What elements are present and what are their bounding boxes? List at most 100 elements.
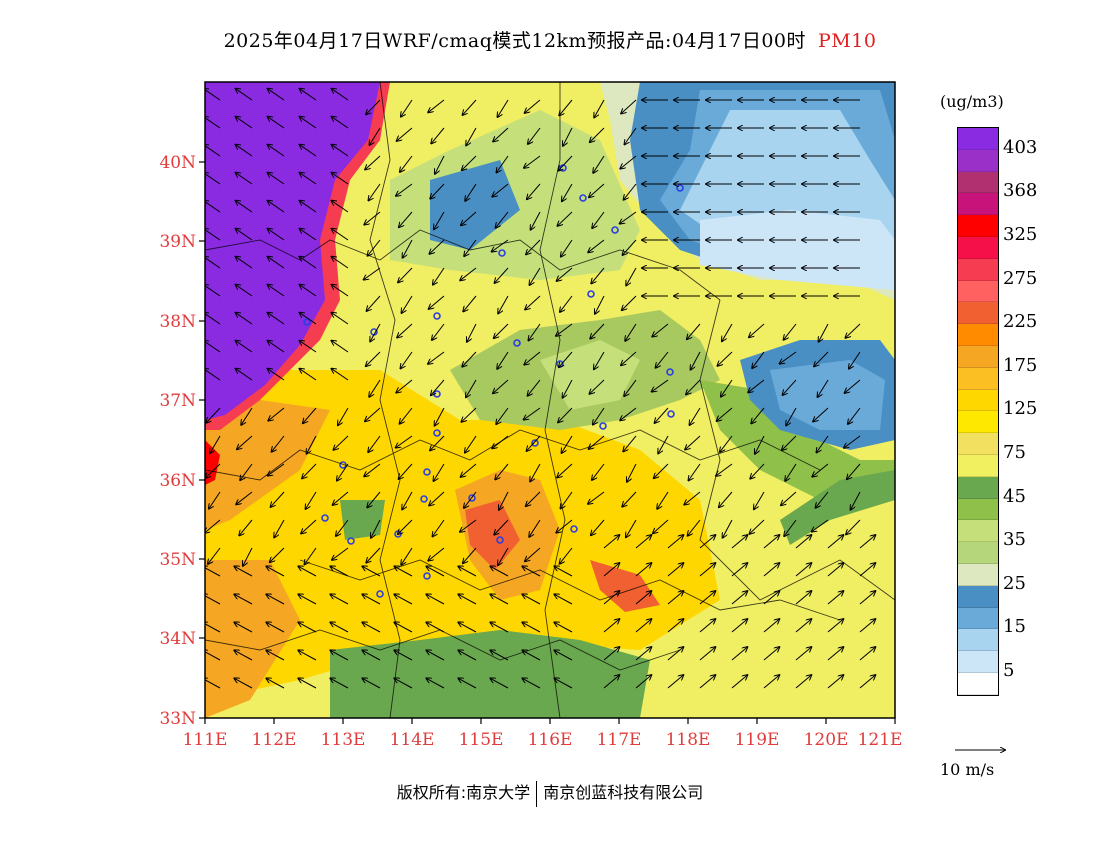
wind-vector bbox=[426, 650, 445, 661]
wind-vector bbox=[205, 519, 221, 533]
wind-vector bbox=[458, 594, 477, 605]
wind-vector bbox=[635, 591, 651, 605]
wind-vector bbox=[330, 566, 349, 577]
wind-vector bbox=[298, 594, 317, 605]
wind-vector bbox=[592, 463, 605, 480]
wind-vector bbox=[300, 285, 317, 297]
lon-label: 117E bbox=[597, 730, 642, 750]
wind-vector bbox=[623, 435, 637, 451]
wind-vector bbox=[366, 351, 381, 366]
wind-vector bbox=[593, 155, 605, 173]
wind-vector bbox=[590, 127, 605, 142]
wind-vector bbox=[525, 99, 541, 113]
wind-vector bbox=[298, 566, 317, 577]
wind-vector bbox=[494, 519, 509, 535]
wind-vector bbox=[590, 379, 605, 394]
wind-vector bbox=[402, 491, 413, 509]
wind-vector bbox=[332, 285, 349, 297]
wind-vector bbox=[370, 127, 381, 145]
wind-vector bbox=[243, 547, 253, 566]
wind-vector bbox=[205, 89, 221, 101]
wind-vector bbox=[364, 267, 381, 280]
lon-label: 113E bbox=[321, 730, 366, 750]
wind-vector bbox=[300, 201, 317, 213]
wind-vector bbox=[399, 211, 413, 227]
wind-vector bbox=[752, 351, 765, 368]
longitude-labels: 111E 112E 113E 114E 115E 116E 117E 118E … bbox=[183, 730, 903, 750]
wind-vector bbox=[592, 211, 605, 228]
wind-vector bbox=[603, 535, 619, 549]
wind-vector bbox=[667, 675, 683, 689]
wind-vector bbox=[303, 407, 317, 423]
wind-vector bbox=[398, 519, 413, 534]
wind-vector bbox=[561, 491, 573, 508]
wind-vector bbox=[689, 463, 701, 480]
wind-vector bbox=[556, 323, 573, 336]
wind-vector bbox=[560, 295, 573, 312]
wind-vector bbox=[332, 229, 349, 241]
wind-vector bbox=[635, 647, 651, 661]
wind-vector bbox=[687, 323, 701, 339]
wind-vector bbox=[334, 435, 349, 450]
wind-vector bbox=[720, 435, 733, 452]
wind-vector bbox=[397, 323, 413, 338]
wind-vector bbox=[268, 285, 285, 297]
wind-vector bbox=[814, 351, 829, 366]
wind-vector bbox=[365, 155, 381, 170]
colorbar-swatch bbox=[958, 542, 998, 564]
wind-vector bbox=[558, 407, 573, 422]
wind-vector bbox=[492, 183, 509, 197]
footer-copyright: 版权所有:南京大学 bbox=[396, 783, 531, 802]
wind-vector bbox=[859, 535, 875, 549]
colorbar-swatch bbox=[958, 389, 998, 412]
colorbar-swatch bbox=[958, 215, 998, 237]
wind-vector bbox=[234, 650, 253, 661]
wind-vector bbox=[206, 463, 221, 478]
wind-vector bbox=[394, 678, 413, 689]
wind-vector bbox=[236, 341, 253, 353]
colorbar-swatch bbox=[958, 149, 998, 172]
wind-vector bbox=[528, 127, 541, 144]
lon-label: 119E bbox=[735, 730, 780, 750]
wind-vector bbox=[731, 647, 747, 661]
wind-vector bbox=[750, 519, 765, 534]
wind-vector bbox=[625, 127, 637, 144]
wind-vector bbox=[490, 622, 509, 633]
wind-vector bbox=[818, 379, 829, 397]
wind-vector bbox=[332, 145, 349, 157]
wind-vector bbox=[496, 211, 509, 228]
wind-vector bbox=[369, 183, 381, 200]
wind-vector bbox=[591, 267, 605, 283]
wind-vector bbox=[458, 622, 477, 633]
wind-vector bbox=[274, 519, 285, 537]
lon-label: 118E bbox=[666, 730, 711, 750]
wind-vector bbox=[827, 591, 843, 605]
legend-unit: (ug/m3) bbox=[940, 92, 1004, 111]
wind-vector bbox=[496, 407, 509, 424]
wind-vector bbox=[782, 435, 797, 450]
wind-vector bbox=[403, 239, 413, 258]
wind-vector bbox=[557, 267, 573, 281]
wind-vector bbox=[268, 173, 285, 185]
wind-vector bbox=[795, 647, 811, 661]
wind-vector bbox=[364, 463, 381, 476]
colorbar-label: 275 bbox=[1003, 267, 1038, 289]
wind-vector bbox=[432, 323, 445, 340]
wind-vector bbox=[622, 295, 637, 310]
wind-vector bbox=[268, 463, 285, 476]
wind-vector bbox=[300, 313, 317, 325]
wind-vector bbox=[559, 99, 573, 115]
wind-vector bbox=[490, 650, 509, 661]
colorbar bbox=[957, 127, 999, 696]
wind-vector bbox=[719, 491, 733, 507]
wind-vector bbox=[332, 369, 349, 381]
wind-vector bbox=[396, 379, 413, 393]
footer-separator bbox=[536, 780, 538, 807]
wind-vector bbox=[236, 89, 253, 101]
wind-vector bbox=[522, 594, 541, 605]
wind-vector bbox=[749, 323, 765, 337]
lat-label: 36N bbox=[159, 471, 196, 491]
wind-vector bbox=[635, 563, 651, 577]
wind-vector bbox=[209, 491, 221, 509]
wind-vector bbox=[526, 239, 541, 254]
